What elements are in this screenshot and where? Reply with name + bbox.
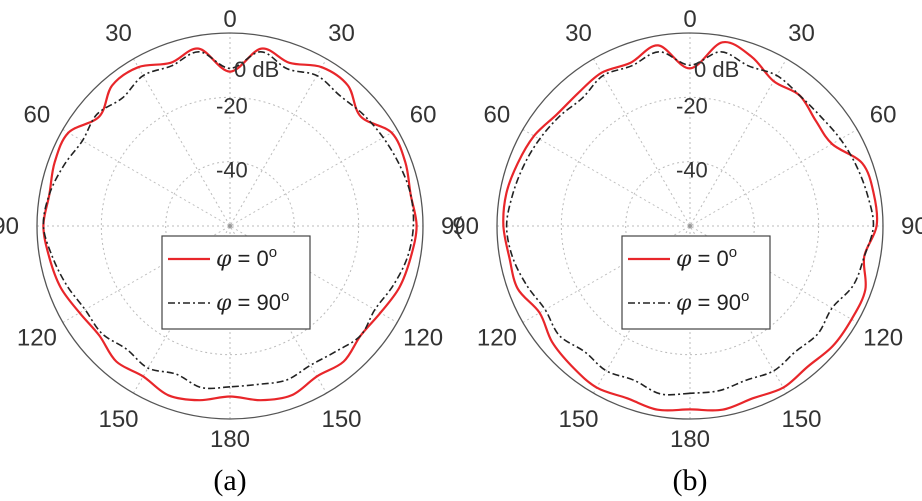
angle-tick-label: 60 xyxy=(24,102,51,129)
angle-tick-label: 150 xyxy=(558,406,598,433)
angle-tick-label: 150 xyxy=(98,406,138,433)
angle-tick-label: 150 xyxy=(321,406,361,433)
legend-label-value: = 0 xyxy=(691,246,728,271)
radial-tick-label-0db: 0 dB xyxy=(234,57,279,82)
legend-label-phi-0: φ = 0o xyxy=(676,244,737,272)
angle-tick-label: 60 xyxy=(870,102,897,129)
grid-spoke xyxy=(593,58,787,394)
angle-tick-label: 0 xyxy=(683,6,696,33)
angle-tick-label: 60 xyxy=(484,102,511,129)
angle-tick-label: 120 xyxy=(477,325,517,352)
legend: φ = 0oφ = 90o xyxy=(621,235,771,330)
polar-plots-layer: 0 dB-20-40030306060909(120120150150180φ … xyxy=(0,6,922,497)
legend-label-degree: o xyxy=(729,244,737,261)
legend-label-symbol: φ xyxy=(216,291,232,316)
angle-tick-label: 30 xyxy=(105,20,132,47)
legend-label-symbol: φ xyxy=(676,247,692,272)
center-dot xyxy=(688,224,692,228)
series-line-phi-90 xyxy=(505,50,875,396)
legend-label-degree: o xyxy=(281,288,289,305)
radial-tick-label-0db: 0 dB xyxy=(694,57,739,82)
angle-tick-label: 180 xyxy=(210,426,250,453)
angle-tick-label: 120 xyxy=(17,325,57,352)
angle-tick-label: 90 xyxy=(452,213,479,240)
grid-spoke xyxy=(133,58,327,394)
angle-tick-label: 150 xyxy=(781,406,821,433)
angle-tick-label: 90 xyxy=(901,213,922,240)
series-line-phi-90 xyxy=(42,50,415,390)
grid-spoke xyxy=(522,129,858,323)
angle-tick-label: 90 xyxy=(0,213,19,240)
angle-tick-label: 120 xyxy=(403,325,443,352)
radial-tick-label: -20 xyxy=(216,93,248,118)
series-line-phi-0 xyxy=(502,40,879,412)
legend-label-symbol: φ xyxy=(676,291,692,316)
angle-tick-label: 30 xyxy=(788,20,815,47)
figure-caption: (a) xyxy=(213,464,246,497)
angle-tick-label: 0 xyxy=(223,6,236,33)
legend-label-phi-90: φ = 90o xyxy=(216,288,289,316)
angle-tick-label: 120 xyxy=(863,325,903,352)
center-dot xyxy=(228,224,232,228)
legend-box xyxy=(621,235,771,330)
legend: φ = 0oφ = 90o xyxy=(161,235,311,330)
angle-tick-label: 60 xyxy=(410,102,437,129)
legend-label-phi-0: φ = 0o xyxy=(216,244,277,272)
radial-tick-label: -40 xyxy=(676,158,708,183)
polar-chart-a: 0 dB -20 -40 0 30 30 60 60 90 9( 120 120 150 150 180 φ … xyxy=(0,6,462,497)
grid-spoke xyxy=(133,58,327,394)
outer-circle xyxy=(496,32,884,420)
angle-tick-label: 30 xyxy=(565,20,592,47)
polar-chart-b: 0 dB -20 -40 0 30 30 60 60 90 90 120 120 150 150 180 φ … xyxy=(452,6,922,497)
outer-circle xyxy=(36,32,424,420)
legend-label-value: = 0 xyxy=(231,246,268,271)
radial-tick-label: -20 xyxy=(676,93,708,118)
grid-spoke xyxy=(522,129,858,323)
legend-label-value: = 90 xyxy=(691,290,741,315)
grid-spoke xyxy=(62,129,398,323)
radial-tick-label: -40 xyxy=(216,158,248,183)
legend-box xyxy=(161,235,311,330)
grid-spoke xyxy=(593,58,787,394)
legend-label-degree: o xyxy=(269,244,277,261)
angle-tick-label: 30 xyxy=(328,20,355,47)
angle-tick-label: 9( xyxy=(441,213,462,240)
legend-label-phi-90: φ = 90o xyxy=(676,288,749,316)
legend-label-symbol: φ xyxy=(216,247,232,272)
legend-label-degree: o xyxy=(741,288,749,305)
series-line-phi-0 xyxy=(42,47,418,402)
grid-spoke xyxy=(62,129,398,323)
angle-tick-label: 180 xyxy=(670,426,710,453)
figure-caption: (b) xyxy=(673,464,708,497)
legend-label-value: = 90 xyxy=(231,290,281,315)
